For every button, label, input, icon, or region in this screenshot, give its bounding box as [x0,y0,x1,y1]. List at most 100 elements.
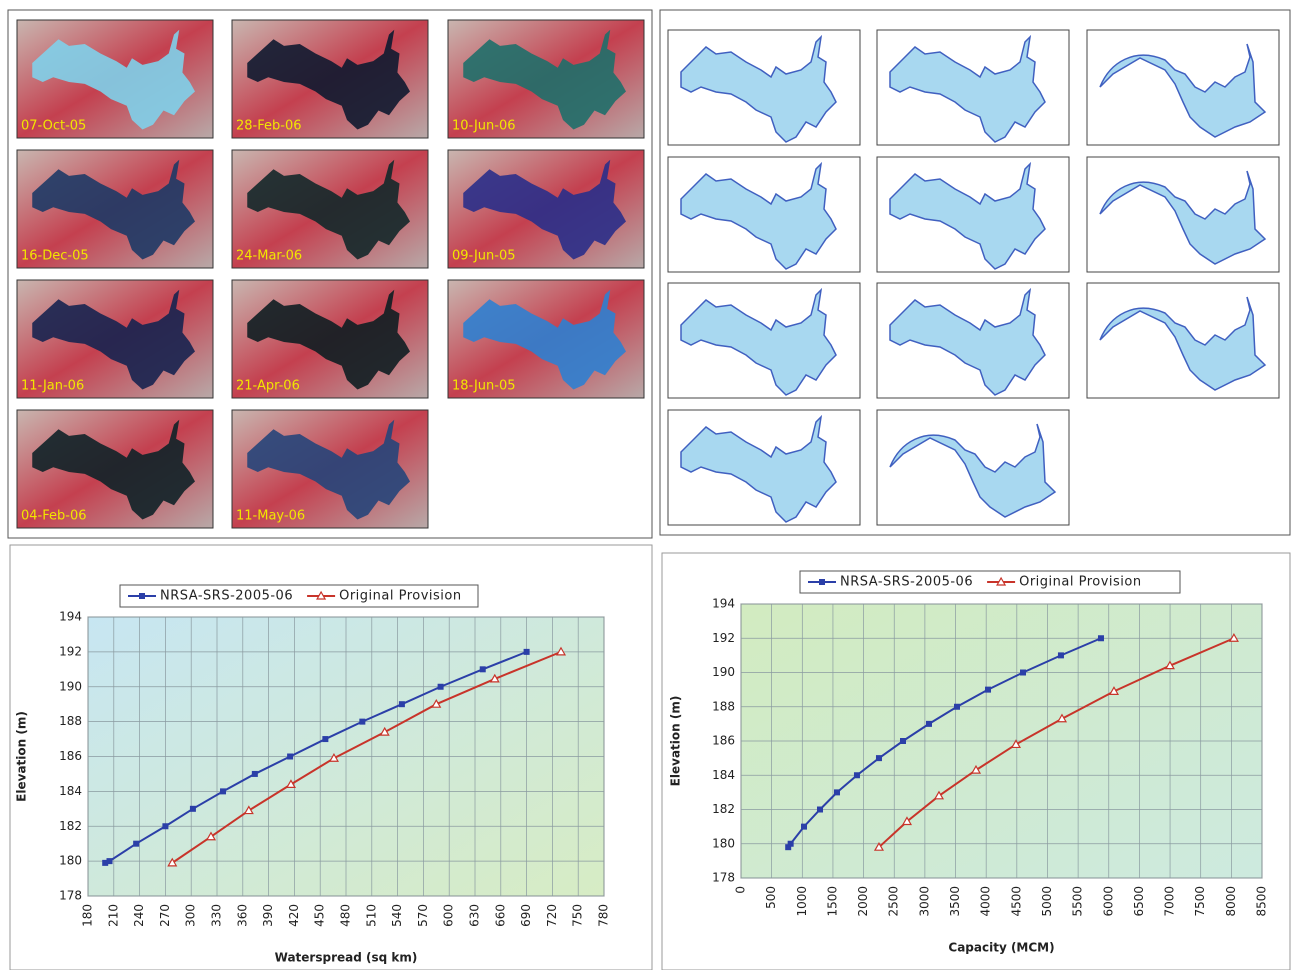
marker [875,755,882,762]
marker [328,753,339,762]
x-tick-label: 270 [158,904,172,927]
marker [251,770,258,777]
date-label: 16-Dec-05 [21,249,89,264]
x-tick-label: 1500 [825,886,839,917]
marker [167,857,178,867]
lake [32,289,195,390]
legend-marker [819,579,825,585]
marker [431,698,442,708]
date-label: 09-Jun-05 [452,249,516,264]
date-label: 11-May-06 [236,509,305,524]
lake-outline [889,287,1046,396]
marker [359,718,366,725]
x-tick-label: 0 [734,886,748,894]
marker [1020,669,1027,676]
x-tick-label: 7000 [1163,886,1177,917]
date-label: 07-Oct-05 [21,119,86,134]
x-tick-label: 510 [364,904,378,927]
date-label: 04-Feb-06 [21,509,86,524]
marker [787,840,794,847]
marker [954,703,961,710]
marker [102,859,109,866]
legend-label: Original Provision [1019,575,1142,590]
y-tick-label: 180 [59,854,82,868]
x-tick-label: 570 [416,904,430,927]
y-tick-label: 188 [712,699,735,713]
satellite-images: 07-Oct-05 28-Feb-06 10-Jun-06 16-Dec-05 24-M… [16,19,645,529]
y-tick-label: 194 [712,597,735,611]
marker [220,788,227,795]
lake-outline [1099,170,1267,265]
x-tick-label: 8000 [1224,886,1238,917]
y-tick-label: 190 [59,679,82,693]
series-line [104,650,527,864]
y-axis-title: Elevation (m) [669,696,683,787]
legend-marker [996,576,1007,586]
date-label: 11-Jan-06 [21,379,84,394]
marker [489,673,500,683]
lake [32,29,195,130]
marker [287,753,294,760]
lake [463,159,626,260]
date-label: 24-Mar-06 [236,249,302,264]
lake-outline [889,34,1046,143]
legend-label: NRSA-SRS-2005-06 [160,589,293,604]
marker [189,805,196,812]
marker [106,858,113,865]
x-axis-title: Capacity (MCM) [948,941,1054,955]
lake [32,419,195,520]
y-tick-label: 178 [712,871,735,885]
y-axis-title: Elevation (m) [15,711,29,802]
marker [1108,686,1120,695]
marker [853,772,860,779]
y-tick-label: 182 [712,802,735,816]
marker [933,790,945,800]
marker [801,823,808,830]
lake-outline [680,34,837,143]
lake-outline [680,161,837,270]
y-tick-label: 178 [59,889,82,903]
y-tick-label: 184 [59,784,82,798]
marker [1010,739,1022,749]
y-tick-label: 180 [712,836,735,850]
x-tick-label: 390 [261,904,275,927]
marker [523,648,530,655]
y-tick-label: 182 [59,819,82,833]
x-tick-label: 330 [210,904,224,927]
date-label: 28-Feb-06 [236,119,301,134]
x-tick-label: 8500 [1255,886,1269,917]
x-tick-label: 500 [764,886,778,909]
x-tick-label: 720 [545,904,559,927]
y-tick-label: 192 [59,644,82,658]
x-tick-label: 4000 [979,886,993,917]
x-tick-label: 6000 [1101,886,1115,917]
x-tick-label: 690 [519,904,533,927]
x-tick-label: 5500 [1071,886,1085,917]
marker [970,764,982,774]
date-label: 21-Apr-06 [236,379,300,394]
legend-marker [316,590,327,600]
lake [463,289,626,390]
lake [463,29,626,130]
legend [119,584,479,608]
x-tick-label: 1000 [795,886,809,917]
x-tick-label: 5000 [1040,886,1054,917]
lake-outline [889,423,1057,518]
x-tick-label: 480 [339,904,353,927]
y-tick-label: 192 [712,631,735,645]
lake [247,419,410,520]
marker [437,683,444,690]
lake-outline [680,287,837,396]
marker [243,805,254,815]
lake-outline [680,414,837,523]
date-label: 10-Jun-06 [452,119,516,134]
x-tick-label: 2500 [887,886,901,917]
x-tick-label: 180 [81,904,95,927]
marker [379,726,390,736]
x-tick-label: 600 [442,904,456,927]
y-tick-label: 188 [59,714,82,728]
lake [247,29,410,130]
lake [32,159,195,260]
